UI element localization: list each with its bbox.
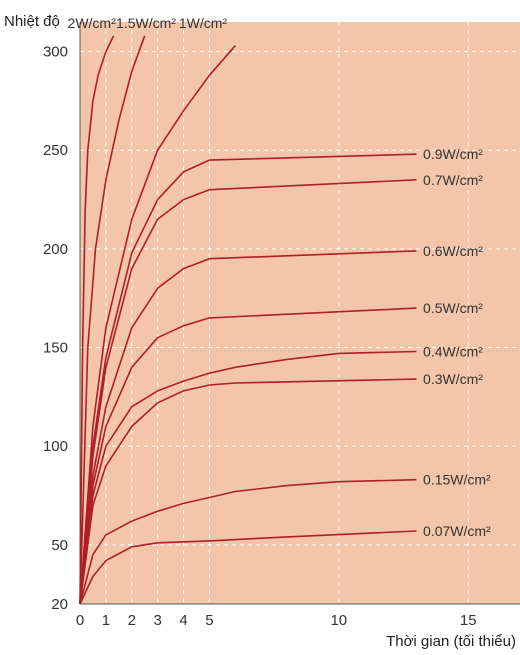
x-tick-label: 0 <box>76 612 84 629</box>
y-tick-label: 300 <box>43 44 68 61</box>
series-line <box>79 350 417 605</box>
series-line <box>79 35 115 605</box>
series-line <box>79 35 146 605</box>
x-tick-label: 15 <box>460 612 477 629</box>
series-group <box>79 35 417 605</box>
series-labels: 2W/cm² 1.5W/cm² 1W/cm² 0.9W/cm² 0.7W/cm² 0.6W… <box>68 15 492 539</box>
series-label: 0.7W/cm² <box>423 172 483 188</box>
y-tick-label: 50 <box>51 537 68 554</box>
series-label: 0.5W/cm² <box>423 300 483 316</box>
y-axis-title: Nhiệt độ <box>4 13 60 30</box>
y-tick-label: 200 <box>43 241 68 258</box>
series-label: 2W/cm² <box>68 15 117 31</box>
x-tick-label: 2 <box>128 612 136 629</box>
y-tick-label: 150 <box>43 340 68 357</box>
series-line <box>79 478 417 605</box>
series-label: 0.15W/cm² <box>423 472 491 488</box>
series-line <box>79 307 417 605</box>
x-tick-label: 3 <box>153 612 161 629</box>
x-axis-title: Thời gian (tối thiểu) <box>386 633 516 650</box>
series-line <box>79 378 417 605</box>
series-line <box>79 45 236 605</box>
x-tick-label: 10 <box>330 612 347 629</box>
series-line <box>79 530 417 605</box>
series-label: 0.07W/cm² <box>423 523 491 539</box>
x-tick-label: 4 <box>179 612 187 629</box>
series-line <box>79 179 417 605</box>
series-label: 0.9W/cm² <box>423 146 483 162</box>
grid <box>80 22 520 604</box>
x-tick-label: 5 <box>205 612 213 629</box>
y-tick-label: 100 <box>43 438 68 455</box>
series-label: 0.6W/cm² <box>423 243 483 259</box>
y-tick-label: 20 <box>51 596 68 613</box>
series-line <box>79 153 417 605</box>
x-tick-label: 1 <box>102 612 110 629</box>
series-line <box>79 250 417 605</box>
series-label: 0.3W/cm² <box>423 371 483 387</box>
series-label: 1.5W/cm² <box>116 15 176 31</box>
series-label: 0.4W/cm² <box>423 343 483 359</box>
y-tick-label: 250 <box>43 142 68 159</box>
series-label: 1W/cm² <box>179 15 228 31</box>
